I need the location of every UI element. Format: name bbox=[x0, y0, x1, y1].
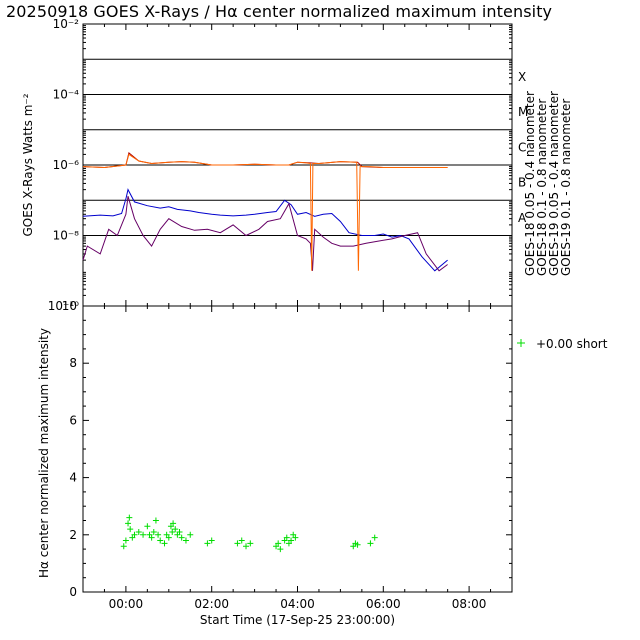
scatter-point bbox=[125, 520, 132, 527]
y-tick-label: 4 bbox=[69, 471, 77, 485]
x-tick-label: 02:00 bbox=[194, 597, 229, 611]
legend-entry: GOES-19 0.05 - 0.4 nanometer bbox=[547, 91, 561, 276]
scatter-point bbox=[172, 526, 179, 533]
scatter-point bbox=[277, 546, 284, 553]
y-tick-label: 10⁻⁸ bbox=[53, 229, 80, 243]
scatter-point bbox=[165, 534, 172, 541]
x-tick-label: 08:00 bbox=[452, 597, 487, 611]
flare-class-label: M bbox=[518, 105, 528, 119]
scatter-point bbox=[127, 526, 134, 533]
legend-marker bbox=[517, 339, 525, 347]
scatter-point bbox=[135, 528, 142, 535]
y-tick-label: 10⁻¹⁰ bbox=[48, 299, 79, 313]
scatter-point bbox=[148, 534, 155, 541]
scatter-point bbox=[131, 531, 138, 538]
scatter-point bbox=[155, 531, 162, 538]
y-tick-label: 10 bbox=[62, 299, 77, 313]
scatter-point bbox=[120, 543, 127, 550]
scatter-point bbox=[288, 537, 295, 544]
flare-class-label: C bbox=[518, 140, 526, 154]
scatter-point bbox=[161, 540, 168, 547]
halpha-panel-frame bbox=[82, 305, 513, 593]
x-tick-label: 04:00 bbox=[280, 597, 315, 611]
scatter-point bbox=[126, 514, 133, 521]
scatter-point bbox=[144, 523, 151, 530]
scatter-point bbox=[178, 534, 185, 541]
xray-series-line bbox=[82, 196, 448, 272]
y-tick-label: 10⁻² bbox=[53, 17, 80, 31]
scatter-point bbox=[371, 534, 378, 541]
scatter-point bbox=[208, 537, 215, 544]
x-axis-label: Start Time (17-Sep-25 23:00:00) bbox=[200, 613, 395, 627]
legend-entry: GOES-18 0.05 - 0.4 nanometer bbox=[523, 91, 537, 276]
legend-entry: GOES-18 0.1 - 0.8 nanometer bbox=[535, 99, 549, 276]
scatter-point bbox=[367, 540, 374, 547]
halpha-y-axis-label: Hα center normalized maximum intensity bbox=[37, 328, 51, 578]
y-tick-label: 10⁻⁴ bbox=[53, 88, 80, 102]
scatter-point bbox=[234, 540, 241, 547]
scatter-point bbox=[292, 534, 299, 541]
page-title: 20250918 GOES X-Rays / Hα center normali… bbox=[6, 2, 553, 21]
x-tick-label: 00:00 bbox=[109, 597, 144, 611]
scatter-point bbox=[238, 537, 245, 544]
scatter-point bbox=[170, 520, 177, 527]
y-tick-label: 2 bbox=[69, 528, 77, 542]
y-tick-label: 6 bbox=[69, 413, 77, 427]
legend-entry: GOES-19 0.1 - 0.8 nanometer bbox=[559, 99, 573, 276]
flare-class-label: X bbox=[518, 70, 526, 84]
y-tick-label: 0 bbox=[69, 585, 77, 599]
flare-class-label: B bbox=[518, 176, 526, 190]
xray-series-line bbox=[82, 153, 448, 271]
xray-y-axis-label: GOES X-Rays Watts m⁻² bbox=[21, 93, 35, 236]
scatter-point bbox=[187, 531, 194, 538]
scatter-point bbox=[283, 534, 290, 541]
y-tick-label: 8 bbox=[69, 356, 77, 370]
scatter-point bbox=[182, 537, 189, 544]
scatter-point bbox=[157, 537, 164, 544]
x-tick-label: 06:00 bbox=[366, 597, 401, 611]
scatter-point bbox=[169, 528, 176, 535]
xray-series-line bbox=[82, 188, 448, 272]
scatter-point bbox=[247, 540, 254, 547]
scatter-point bbox=[150, 528, 157, 535]
scatter-point bbox=[140, 531, 147, 538]
scatter-point bbox=[204, 540, 211, 547]
legend-label: +0.00 short bbox=[536, 337, 608, 351]
y-tick-label: 10⁻⁶ bbox=[53, 158, 80, 172]
scatter-point bbox=[243, 543, 250, 550]
scatter-point bbox=[275, 540, 282, 547]
scatter-point bbox=[152, 517, 159, 524]
flare-class-label: A bbox=[518, 211, 527, 225]
scatter-point bbox=[176, 528, 183, 535]
scatter-point bbox=[122, 537, 129, 544]
scatter-point bbox=[354, 541, 361, 548]
